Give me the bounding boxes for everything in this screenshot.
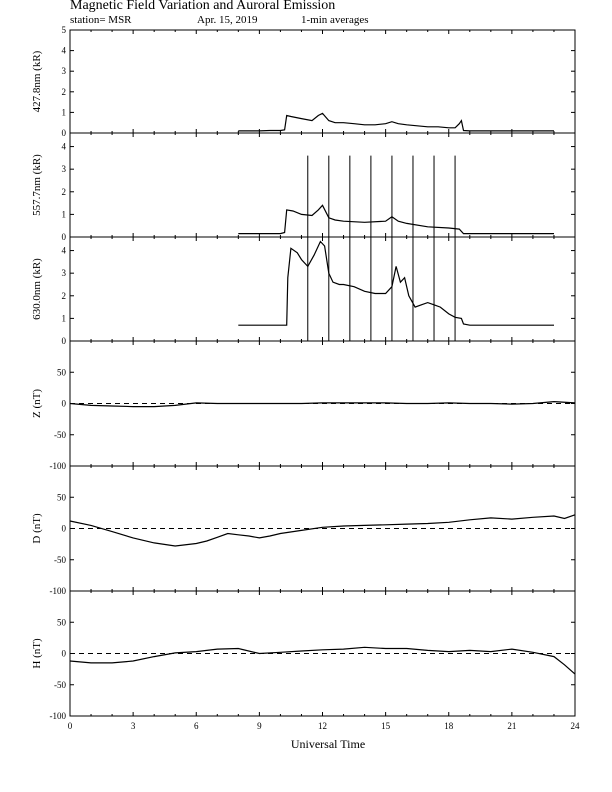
y-tick-label: 50 [57, 617, 67, 627]
y-tick-label: 1 [62, 209, 67, 219]
series-line [69, 514, 576, 547]
y-tick-label: 2 [62, 291, 67, 301]
x-axis-label: Universal Time [291, 737, 365, 751]
y-tick-label: 0 [62, 128, 67, 138]
x-tick-label: 18 [444, 721, 454, 731]
y-tick-label: 1 [62, 313, 67, 323]
x-tick-label: 12 [318, 721, 327, 731]
y-tick-label: -100 [50, 711, 67, 721]
x-tick-label: 6 [194, 721, 199, 731]
y-tick-label: 0 [62, 524, 67, 534]
y-tick-label: 4 [62, 46, 67, 56]
y-tick-label: -100 [50, 461, 67, 471]
y-tick-label: 3 [62, 164, 67, 174]
y-tick-label: 5 [62, 25, 67, 35]
x-tick-label: 24 [571, 721, 581, 731]
panel-frame [69, 132, 576, 238]
y-tick-label: 50 [57, 367, 67, 377]
y-tick-label: 0 [62, 232, 67, 242]
chart-title: Magnetic Field Variation and Auroral Emi… [70, 0, 335, 13]
averaging-label: 1-min averages [301, 14, 369, 26]
series-line [238, 240, 554, 326]
station-label: station= MSR [70, 14, 132, 26]
y-axis-label: 557.7nm (kR) [31, 154, 43, 216]
y-axis-label: D (nT) [31, 513, 43, 544]
series-line [69, 400, 576, 408]
y-tick-label: 4 [62, 142, 67, 152]
y-axis-label: H (nT) [31, 638, 43, 669]
y-tick-label: -50 [54, 430, 66, 440]
x-tick-label: 3 [131, 721, 136, 731]
y-tick-label: -100 [50, 586, 67, 596]
x-tick-label: 15 [381, 721, 391, 731]
y-tick-label: 50 [57, 492, 67, 502]
y-tick-label: 1 [62, 107, 67, 117]
y-axis-label: 427.8nm (kR) [31, 50, 43, 112]
y-axis-label: 630.0nm (kR) [31, 258, 43, 320]
y-tick-label: 0 [62, 399, 67, 409]
y-tick-label: -50 [54, 680, 66, 690]
y-tick-label: 3 [62, 66, 67, 76]
x-tick-label: 21 [507, 721, 516, 731]
series-line [238, 112, 554, 132]
y-tick-label: 0 [62, 336, 67, 346]
x-tick-label: 9 [257, 721, 262, 731]
y-tick-label: 2 [62, 87, 67, 97]
y-tick-label: -50 [54, 555, 66, 565]
y-tick-label: 4 [62, 246, 67, 256]
x-tick-label: 0 [68, 721, 73, 731]
date-label: Apr. 15, 2019 [197, 14, 258, 26]
y-tick-label: 3 [62, 268, 67, 278]
y-tick-label: 0 [62, 649, 67, 659]
series-line [69, 646, 576, 675]
y-axis-label: Z (nT) [31, 389, 43, 418]
panel-frame [69, 29, 576, 134]
series-line [238, 204, 554, 235]
y-tick-label: 2 [62, 187, 67, 197]
